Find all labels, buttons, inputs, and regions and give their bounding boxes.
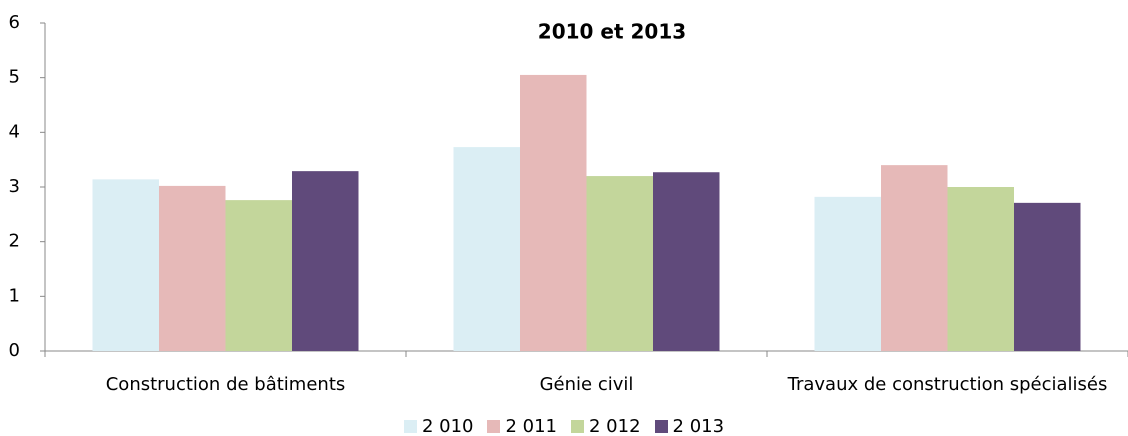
legend-swatch xyxy=(571,420,584,433)
y-tick-label: 4 xyxy=(9,121,20,142)
bar xyxy=(92,179,159,351)
bar xyxy=(520,74,587,351)
y-tick-label: 3 xyxy=(9,176,20,197)
legend-item: 2 010 xyxy=(403,416,474,436)
bar xyxy=(292,171,359,351)
legend-label: 2 011 xyxy=(505,416,557,436)
bar xyxy=(225,200,292,351)
legend-label: 2 012 xyxy=(589,416,641,436)
x-tick-label: Génie civil xyxy=(539,374,634,395)
legend-label: 2 010 xyxy=(421,416,474,436)
legend-swatch xyxy=(403,420,417,433)
bar xyxy=(586,176,653,351)
bar xyxy=(159,185,226,351)
bar xyxy=(453,147,520,351)
bar xyxy=(653,172,720,351)
legend-swatch xyxy=(487,420,501,433)
bar xyxy=(1014,202,1081,351)
y-tick-label: 0 xyxy=(9,340,20,361)
x-tick-label: Construction de bâtiments xyxy=(105,374,346,395)
legend-item: 2 012 xyxy=(571,416,641,436)
bar xyxy=(814,196,881,351)
legend-item: 2 011 xyxy=(487,416,557,436)
y-tick-label: 1 xyxy=(9,285,20,306)
legend-item: 2 013 xyxy=(654,416,725,436)
x-tick-label: Travaux de construction spécialisés xyxy=(787,374,1108,395)
bar xyxy=(947,187,1014,351)
bar xyxy=(881,165,948,351)
legend: 2 010 2 011 2 012 2 013 xyxy=(0,416,1128,436)
y-tick-label: 2 xyxy=(9,231,20,252)
legend-label: 2 013 xyxy=(672,416,725,436)
y-tick-label: 6 xyxy=(9,12,20,33)
chart-title: 2010 et 2013 xyxy=(538,20,686,44)
legend-swatch xyxy=(654,420,668,433)
y-tick-label: 5 xyxy=(9,67,20,88)
